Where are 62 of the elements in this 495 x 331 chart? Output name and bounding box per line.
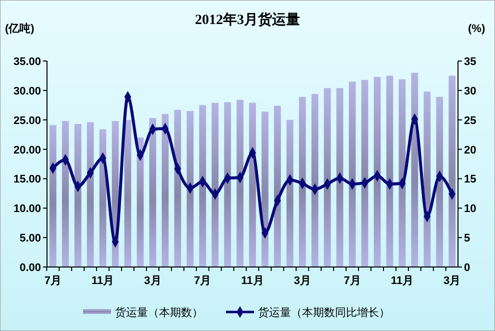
y-tick-label: 30.00 (13, 85, 41, 98)
bar (398, 79, 406, 267)
bar (298, 96, 306, 267)
bar (324, 88, 331, 267)
chart-title: 2012年3月货运量 (195, 12, 300, 28)
bar (124, 120, 132, 267)
bar (49, 125, 56, 267)
bar (374, 76, 381, 267)
y-tick-label: 15.00 (13, 174, 41, 186)
bar (224, 102, 231, 267)
bar (386, 76, 394, 267)
bar (186, 111, 194, 267)
bar (74, 124, 82, 267)
y2-axis-title: (%) (468, 23, 486, 35)
bar (361, 80, 368, 267)
x-tick-label: 7月 (44, 275, 62, 287)
bar (86, 122, 94, 267)
y2-tick-label: 25 (464, 114, 476, 127)
x-tick-label: 7月 (194, 275, 212, 287)
y-axis-title: (亿吨) (5, 22, 35, 35)
x-tick-label: 7月 (344, 275, 361, 287)
y2-tick-label: 0 (464, 262, 470, 274)
bar (262, 112, 268, 267)
bar (274, 106, 281, 267)
legend-label: 货运量（本期数同比增长） (258, 306, 390, 319)
y2-tick-label: 5 (464, 232, 470, 245)
bar (311, 94, 318, 267)
bar (99, 129, 106, 267)
bar (162, 114, 169, 267)
x-tick-label: 3月 (444, 275, 461, 287)
x-tick-label: 11月 (390, 275, 414, 287)
x-tick-label: 11月 (241, 275, 264, 287)
y-tick-label: 35.00 (13, 56, 41, 68)
bar (236, 100, 244, 267)
bar (62, 121, 69, 267)
y-tick-label: 20.00 (13, 144, 41, 156)
bar (411, 72, 418, 267)
bar (149, 118, 156, 267)
x-tick-label: 11月 (92, 275, 114, 287)
bar (336, 88, 344, 267)
bar (136, 138, 144, 267)
bar (249, 102, 256, 267)
bar (448, 76, 456, 267)
bar (436, 96, 444, 267)
bar (424, 92, 431, 267)
y-tick-label: 10.00 (13, 203, 41, 216)
bar (348, 82, 356, 267)
x-tick-label: 3月 (294, 275, 311, 287)
bar (286, 120, 294, 267)
y2-tick-label: 15 (464, 174, 476, 186)
bar (174, 110, 182, 267)
y2-tick-label: 20 (464, 144, 476, 156)
y-tick-label: 0.00 (20, 262, 41, 274)
y2-tick-label: 10 (464, 203, 476, 216)
y2-tick-label: 30 (464, 85, 476, 98)
legend-label: 货运量（本期数） (115, 306, 203, 319)
x-tick-label: 3月 (144, 275, 162, 287)
bar (199, 105, 206, 267)
bar (212, 102, 219, 267)
y2-tick-label: 35 (464, 56, 476, 68)
y-tick-label: 25.00 (13, 114, 41, 127)
y-tick-label: 5.00 (20, 232, 41, 245)
